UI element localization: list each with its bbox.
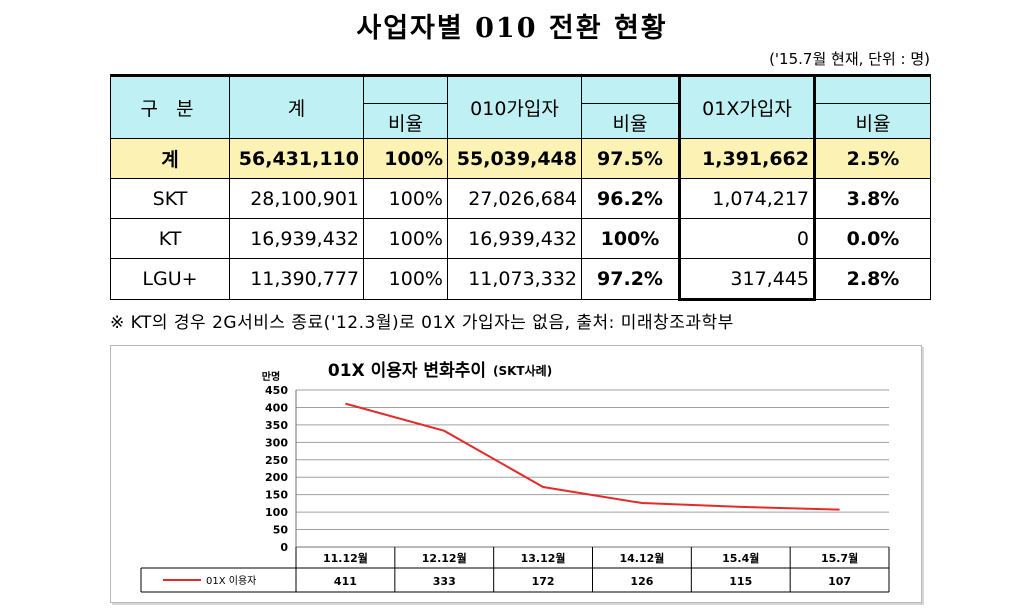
chart-title: 01X 이용자 변화추이 [328,361,486,381]
cell-ratio-01x: 0.0% [814,218,931,259]
cell-ratio-total: 100% [363,218,448,259]
cell-01x: 317,445 [678,258,816,301]
x-tick-label: 15.7월 [821,551,858,565]
cell-010: 11,073,332 [447,258,582,300]
y-tick-label: 150 [265,489,288,502]
cell-01x: 1,074,217 [678,178,816,219]
x-tick-label: 15.4월 [722,551,759,565]
header-ratio-01x: 비율 [814,103,931,139]
data-label: 172 [532,575,555,588]
header-blank-2 [581,74,680,104]
subscriber-table: 구 분 계 010가입자 01X가입자 비율 비율 비율 계 56,431,11… [110,74,931,301]
table-row: 계 56,431,110 100% 55,039,448 97.5% 1,391… [110,138,931,179]
data-label: 333 [433,575,456,588]
x-tick-label: 11.12월 [323,551,368,565]
unit-note: ('15.7월 현재, 단위 : 명) [769,50,930,68]
y-tick-label: 250 [265,454,288,467]
cell-010: 16,939,432 [447,218,582,259]
x-tick-label: 14.12월 [619,551,664,565]
cell-010: 55,039,448 [447,138,582,179]
header-blank-1 [363,74,448,104]
table-header-row-1: 구 분 계 010가입자 01X가입자 [110,74,931,139]
cell-01x: 0 [678,218,816,259]
cell-ratio-01x: 3.8% [814,178,931,219]
table-row: LGU+ 11,390,777 100% 11,073,332 97.2% 31… [110,258,931,301]
header-ratio-010: 비율 [581,103,680,139]
y-tick-label: 50 [273,524,289,537]
y-tick-label: 350 [265,419,288,432]
data-label: 107 [828,575,851,588]
cell-ratio-total: 100% [363,258,448,300]
chart-container: 01X 이용자 변화추이 (SKT사례) 만명 0 50 100 150 200 250 300 3… [110,345,922,603]
header-blank-3 [814,74,931,104]
cell-ratio-010: 96.2% [581,178,680,219]
cell-ratio-01x: 2.5% [814,138,931,179]
cell-ratio-01x: 2.8% [814,258,931,300]
header-01x: 01X가입자 [678,74,816,139]
cell-total: 11,390,777 [229,258,364,300]
data-label: 115 [729,575,752,588]
cell-total: 56,431,110 [229,138,364,179]
row-name: 계 [110,138,230,179]
series-line-01x [345,402,840,511]
table-header-row-2: 비율 비율 비율 [111,103,931,139]
cell-ratio-010: 97.5% [581,138,680,179]
y-tick-label: 450 [265,384,288,397]
y-tick-label: 300 [265,436,288,449]
row-name: SKT [110,178,230,219]
row-name: LGU+ [110,258,230,300]
line-chart: 01X 이용자 변화추이 (SKT사례) 만명 0 50 100 150 200 250 300 3… [140,361,890,593]
header-total: 계 [229,74,364,139]
cell-ratio-total: 100% [363,138,448,179]
y-tick-label: 200 [265,471,288,484]
y-tick-label: 400 [265,401,288,414]
cell-010: 27,026,684 [447,178,582,219]
legend-label: 01X 이용자 [206,575,256,587]
x-tick-label: 12.12월 [422,551,467,565]
cell-ratio-010: 100% [581,218,680,259]
cell-ratio-total: 100% [363,178,448,219]
table-row: KT 16,939,432 100% 16,939,432 100% 0 0.0… [110,218,931,259]
header-category: 구 분 [110,74,230,139]
y-tick-label: 100 [265,506,288,519]
cell-total: 16,939,432 [229,218,364,259]
x-tick-label: 13.12월 [521,551,566,565]
cell-total: 28,100,901 [229,178,364,219]
data-label: 126 [630,575,653,588]
cell-ratio-010: 97.2% [581,258,680,300]
y-axis-label: 만명 [262,370,280,383]
row-name: KT [110,218,230,259]
chart-subtitle: (SKT사례) [493,363,552,378]
footnote: ※ KT의 경우 2G서비스 종료('12.3월)로 01X 가입자는 없음, … [110,313,734,333]
page-title: 사업자별 010 전환 현황 [356,13,668,44]
data-label: 411 [334,575,357,588]
table-row: SKT 28,100,901 100% 27,026,684 96.2% 1,0… [110,178,931,219]
cell-01x: 1,391,662 [678,138,816,179]
header-ratio-total: 비율 [363,103,448,139]
y-tick-label: 0 [280,541,288,554]
header-010: 010가입자 [447,74,582,139]
